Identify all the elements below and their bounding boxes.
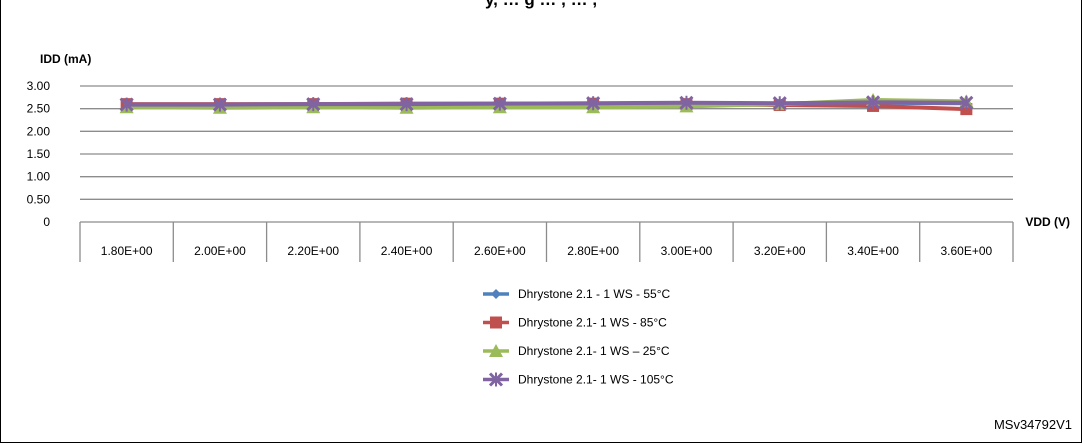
data-point: [306, 97, 321, 112]
x-tick-label: 1.80E+00: [101, 244, 153, 258]
legend-entry: Dhrystone 2.1- 1 WS - 105°C: [483, 372, 674, 387]
data-point: [492, 96, 507, 111]
legend-label: Dhrystone 2.1 - 1 WS - 55°C: [518, 287, 671, 301]
x-tick-label: 2.20E+00: [287, 244, 339, 258]
legend-marker: [491, 289, 501, 299]
legend-label: Dhrystone 2.1- 1 WS - 105°C: [518, 373, 674, 387]
figure-title: y, … g … , … ,: [0, 0, 1082, 10]
y-tick-label: 0: [43, 215, 50, 229]
data-point: [959, 95, 974, 110]
x-tick-label: 2.60E+00: [474, 244, 526, 258]
data-point: [119, 97, 134, 112]
data-point: [212, 97, 228, 112]
y-tick-label: 1.00: [27, 170, 51, 184]
legend-entry: Dhrystone 2.1- 1 WS - 85°C: [483, 316, 667, 330]
x-tick-label: 3.00E+00: [661, 244, 713, 258]
y-tick-label: 2.00: [27, 124, 51, 138]
data-point: [399, 97, 414, 112]
legend-marker: [488, 372, 504, 387]
x-tick-label: 2.80E+00: [567, 244, 619, 258]
legend: Dhrystone 2.1 - 1 WS - 55°C Dhrystone 2.1…: [483, 287, 674, 387]
y-tick-label: 1.50: [27, 147, 51, 161]
series-line: [126, 100, 967, 107]
series-group: [119, 93, 974, 116]
x-axis-title: VDD (V): [1025, 215, 1070, 229]
x-tick-label: 2.40E+00: [381, 244, 433, 258]
axes: 3.00 2.50 2.00 1.50 1.00 0.50 0 1.80E+00 2.00E+0…: [27, 52, 1070, 262]
legend-label: Dhrystone 2.1- 1 WS – 25°C: [518, 344, 670, 358]
series-3: [119, 95, 974, 112]
legend-label: Dhrystone 2.1- 1 WS - 85°C: [518, 316, 667, 330]
x-tick-label: 3.40E+00: [847, 244, 899, 258]
data-point: [586, 96, 601, 111]
legend-marker: [490, 316, 502, 329]
x-tick-label: 3.20E+00: [754, 244, 806, 258]
data-point: [865, 95, 881, 110]
legend-entry: Dhrystone 2.1- 1 WS – 25°C: [483, 344, 670, 358]
y-axis-title: IDD (mA): [40, 52, 91, 66]
y-tick-label: 3.00: [27, 79, 51, 93]
y-tick-label: 2.50: [27, 102, 51, 116]
data-point: [679, 95, 694, 110]
legend-marker: [489, 344, 503, 357]
x-tick-label: 3.60E+00: [940, 244, 992, 258]
x-tick-label: 2.00E+00: [194, 244, 246, 258]
y-tick-label: 0.50: [27, 192, 51, 206]
data-point: [772, 96, 787, 111]
legend-entry: Dhrystone 2.1 - 1 WS - 55°C: [483, 287, 671, 301]
figure-id-label: MSv34792V1: [993, 417, 1072, 432]
